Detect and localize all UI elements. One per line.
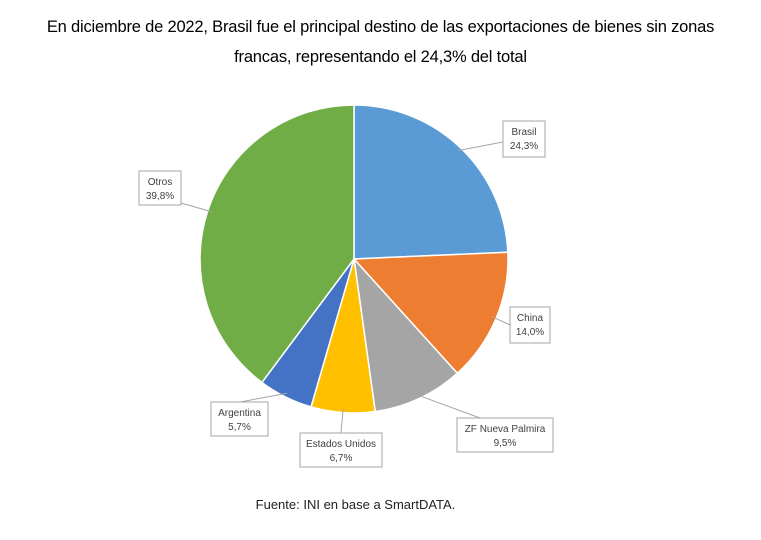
leader-line-argentina <box>239 392 288 403</box>
leader-line-otros <box>180 202 212 213</box>
data-label-otros: Otros 39,8% <box>138 170 182 206</box>
data-label-category: China <box>517 313 544 324</box>
data-label-box <box>509 306 551 344</box>
leader-line-brasil <box>457 141 504 152</box>
pie-slice-brasil <box>353 104 509 260</box>
data-label-value: 14,0% <box>516 327 544 338</box>
data-label-category: Brasil <box>511 127 536 138</box>
data-label-box <box>299 432 383 468</box>
data-label-china: China 14,0% <box>509 306 551 344</box>
data-label-box <box>138 170 182 206</box>
data-label-brasil: Brasil 24,3% <box>502 120 546 158</box>
pie-slice-zf-nueva-palmira <box>352 256 459 413</box>
data-label-box <box>502 120 546 158</box>
data-label-category: Otros <box>148 177 172 188</box>
data-label-value: 6,7% <box>330 453 353 464</box>
data-label-value: 9,5% <box>494 438 517 449</box>
data-label-value: 24,3% <box>510 141 538 152</box>
data-label-box <box>210 401 269 437</box>
data-label-category: ZF Nueva Palmira <box>465 424 546 435</box>
source-note: Fuente: INI en base a SmartDATA. <box>255 497 456 512</box>
data-label-estados-unidos: Estados Unidos 6,7% <box>299 432 383 468</box>
leader-line-zf-nueva-palmira <box>417 394 481 419</box>
data-label-category: Estados Unidos <box>306 439 376 450</box>
leader-line-estados-unidos <box>340 408 344 434</box>
data-label-value: 5,7% <box>228 422 251 433</box>
pie-slices <box>199 104 509 414</box>
chart-title-line-2: francas, representando el 24,3% del tota… <box>234 48 527 66</box>
data-label-argentina: Argentina 5,7% <box>210 401 269 437</box>
data-label-box <box>456 417 554 453</box>
chart-title: En diciembre de 2022, Brasil fue el prin… <box>0 12 761 72</box>
data-label-value: 39,8% <box>146 191 174 202</box>
data-label-category: Argentina <box>218 408 261 419</box>
pie-data-labels: Brasil 24,3% China 14,0% ZF Nueva Palmira 9,5… <box>138 120 554 468</box>
data-label-zf-nueva-palmira: ZF Nueva Palmira 9,5% <box>456 417 554 453</box>
leader-line-china <box>492 316 511 326</box>
chart-title-line-1: En diciembre de 2022, Brasil fue el prin… <box>46 18 715 36</box>
